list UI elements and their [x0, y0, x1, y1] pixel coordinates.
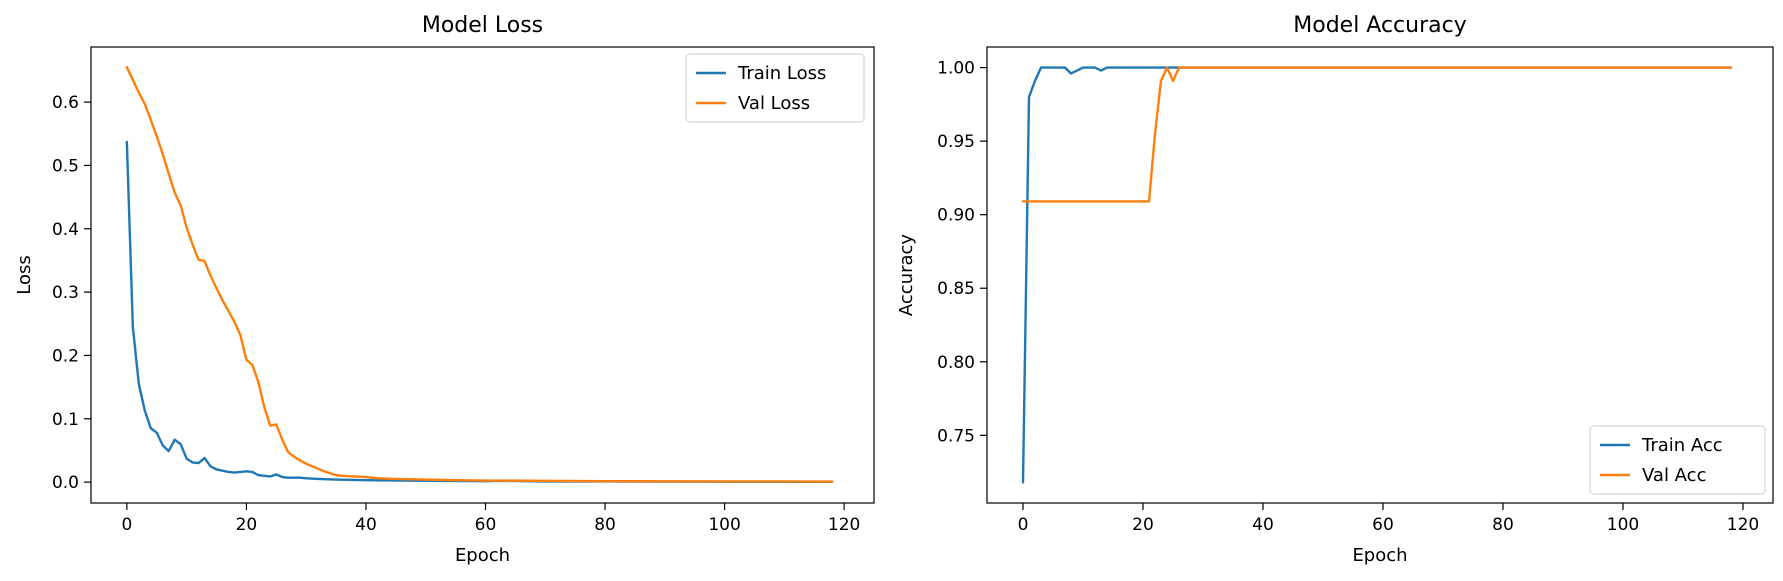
chart-title: Model Accuracy: [1293, 13, 1467, 38]
x-tick-label: 60: [475, 515, 497, 535]
y-tick-label: 0.85: [937, 279, 975, 299]
series-line-val-acc: [1021, 66, 1733, 203]
x-tick-label: 60: [1372, 515, 1394, 535]
x-tick-label: 80: [594, 515, 616, 535]
series-line-train-acc: [1021, 66, 1733, 484]
legend: Train Loss Val Loss: [685, 53, 865, 123]
plot-frame: [986, 46, 1774, 504]
y-axis-label: Accuracy: [896, 234, 917, 317]
x-tick-label: 20: [1132, 515, 1154, 535]
legend-label: Val Acc: [1642, 465, 1706, 486]
y-tick-label: 0.0: [52, 473, 79, 493]
y-tick-label: 0.2: [52, 346, 79, 366]
x-tick-label: 40: [1252, 515, 1274, 535]
x-tick-label: 120: [828, 515, 860, 535]
x-tick-label: 100: [1607, 515, 1639, 535]
legend: Train Acc Val Acc: [1589, 425, 1766, 495]
y-tick-label: 1.00: [937, 59, 975, 79]
x-tick-label: 80: [1492, 515, 1514, 535]
legend-box: [685, 53, 865, 123]
chart-title: Model Loss: [422, 13, 543, 38]
y-tick-label: 0.6: [52, 93, 79, 113]
x-tick-label: 20: [236, 515, 258, 535]
y-tick-label: 0.5: [52, 156, 79, 176]
chart-loss: 0 20 40 60 80 100 120 0.0 0.1 0.2 0.3 0.4 0.5 0.6 Mode…: [14, 13, 875, 566]
y-tick-label: 0.1: [52, 410, 79, 430]
legend-label: Train Acc: [1641, 435, 1723, 456]
x-axis-label: Epoch: [1352, 545, 1407, 566]
x-tick-label: 100: [708, 515, 740, 535]
plot-frame: [90, 46, 875, 504]
x-tick-label: 40: [355, 515, 377, 535]
x-axis-label: Epoch: [455, 545, 510, 566]
y-tick-label: 0.3: [52, 283, 79, 303]
legend-box: [1589, 425, 1766, 495]
legend-label: Train Loss: [737, 63, 826, 84]
chart-accuracy: 0 20 40 60 80 100 120 0.75 0.80 0.85 0.90 0.95 1.00 M…: [896, 13, 1774, 566]
y-axis-label: Loss: [14, 255, 35, 294]
y-tick-label: 0.4: [52, 220, 79, 240]
x-tick-label: 0: [1018, 515, 1029, 535]
legend-label: Val Loss: [738, 93, 810, 114]
y-tick-label: 0.75: [937, 426, 975, 446]
series-line-val-loss: [125, 66, 834, 483]
x-tick-label: 0: [121, 515, 132, 535]
y-tick-label: 0.80: [937, 353, 975, 373]
series-line-train-loss: [125, 140, 834, 483]
y-tick-label: 0.95: [937, 132, 975, 152]
x-tick-label: 120: [1727, 515, 1759, 535]
y-tick-label: 0.90: [937, 206, 975, 226]
